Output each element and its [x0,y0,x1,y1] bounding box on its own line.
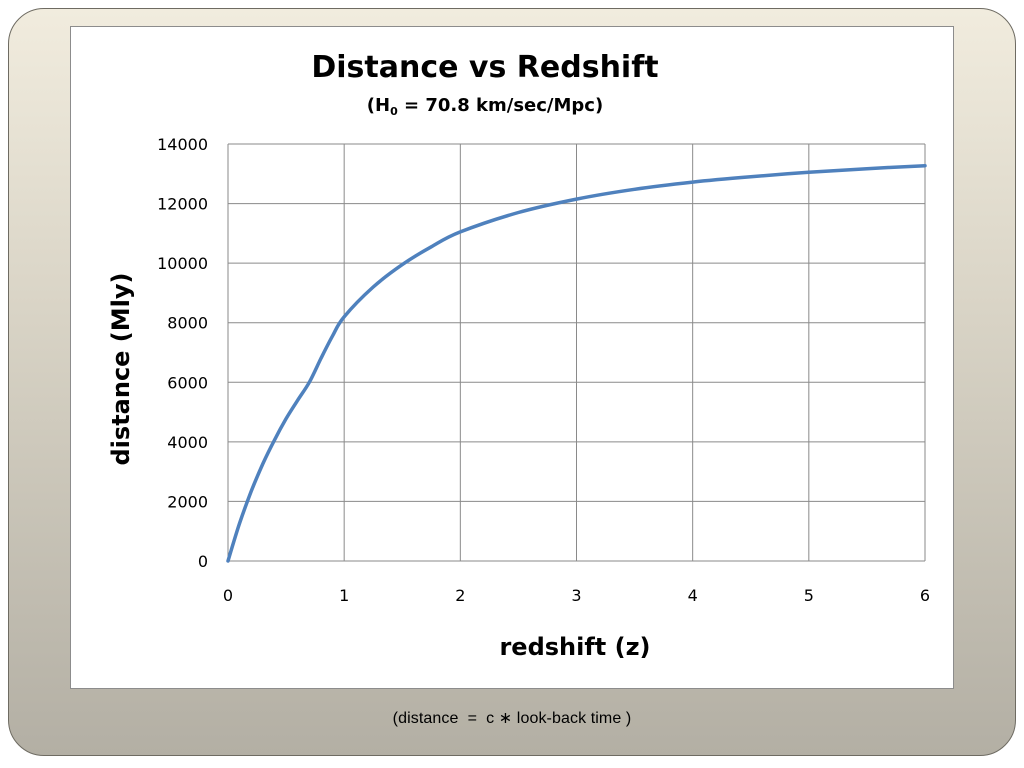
axes [227,144,925,562]
x-tick-label: 3 [571,586,581,605]
distance-series-line [226,163,927,563]
y-tick-label: 6000 [167,373,208,392]
y-tick-label: 8000 [167,314,208,333]
caption: (distance = c ∗ look-back time ) [392,710,632,727]
chart-subtitle-suffix: = 70.8 km/sec/Mpc) [398,95,603,116]
x-tick-label: 0 [223,586,233,605]
x-tick-label: 6 [920,586,930,605]
x-tick-labels: 0 1 2 3 4 5 6 [223,586,930,605]
chart-title: Distance vs Redshift [311,50,658,85]
x-tick-label: 5 [804,586,814,605]
x-tick-label: 2 [455,586,465,605]
y-tick-labels: 0 2000 4000 6000 8000 10000 12000 14000 [157,135,208,571]
y-tick-label: 12000 [157,195,208,214]
y-tick-label: 2000 [167,492,208,511]
y-axis-label: distance (Mly) [107,273,135,466]
y-tick-label: 14000 [157,135,208,154]
chart-subtitle-prefix: (H [367,95,390,116]
y-tick-label: 10000 [157,254,208,273]
x-tick-label: 4 [688,586,698,605]
chart-panel: Distance vs Redshift (H0 = 70.8 km/sec/M… [70,26,954,689]
y-tick-label: 4000 [167,433,208,452]
x-tick-label: 1 [339,586,349,605]
chart-subtitle-subscript: 0 [390,105,398,118]
grid [228,143,926,561]
x-axis-label: redshift (z) [499,633,650,661]
y-tick-label: 0 [198,552,208,571]
chart-subtitle: (H0 = 70.8 km/sec/Mpc) [367,95,603,118]
distance-vs-redshift-chart: Distance vs Redshift (H0 = 70.8 km/sec/M… [107,50,930,661]
